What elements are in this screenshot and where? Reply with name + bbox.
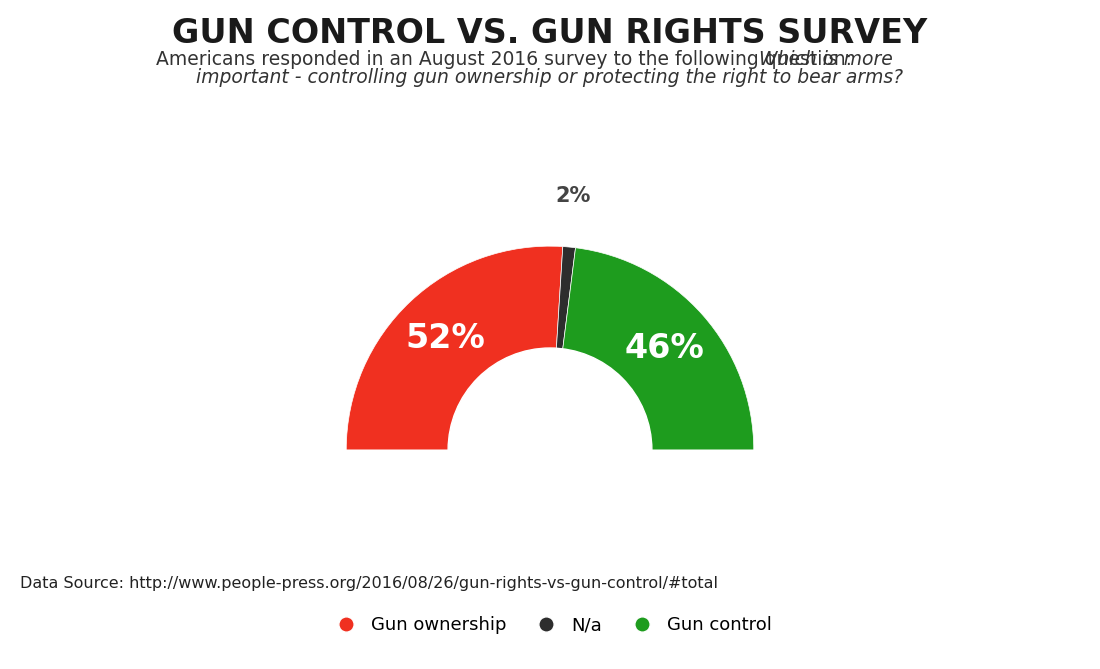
Text: 46%: 46% (625, 332, 704, 365)
Text: Americans responded in an August 2016 survey to the following question:: Americans responded in an August 2016 su… (156, 50, 944, 69)
Text: 2%: 2% (556, 187, 591, 207)
Wedge shape (550, 248, 754, 450)
Text: ▣ ULTIUS: ▣ ULTIUS (20, 628, 113, 647)
Legend: Gun ownership, N/a, Gun control: Gun ownership, N/a, Gun control (320, 609, 780, 642)
Text: GUN CONTROL VS. GUN RIGHTS SURVEY: GUN CONTROL VS. GUN RIGHTS SURVEY (173, 17, 927, 50)
Text: Copyright © 2017 Ultius, Inc.: Copyright © 2017 Ultius, Inc. (837, 628, 1080, 646)
Text: Which is more: Which is more (207, 50, 893, 69)
Wedge shape (550, 247, 575, 450)
Wedge shape (346, 246, 563, 450)
Text: Data Source: http://www.people-press.org/2016/08/26/gun-rights-vs-gun-control/#t: Data Source: http://www.people-press.org… (20, 576, 718, 591)
Text: 52%: 52% (406, 322, 485, 355)
Circle shape (448, 348, 652, 552)
Text: important - controlling gun ownership or protecting the right to bear arms?: important - controlling gun ownership or… (197, 68, 903, 87)
